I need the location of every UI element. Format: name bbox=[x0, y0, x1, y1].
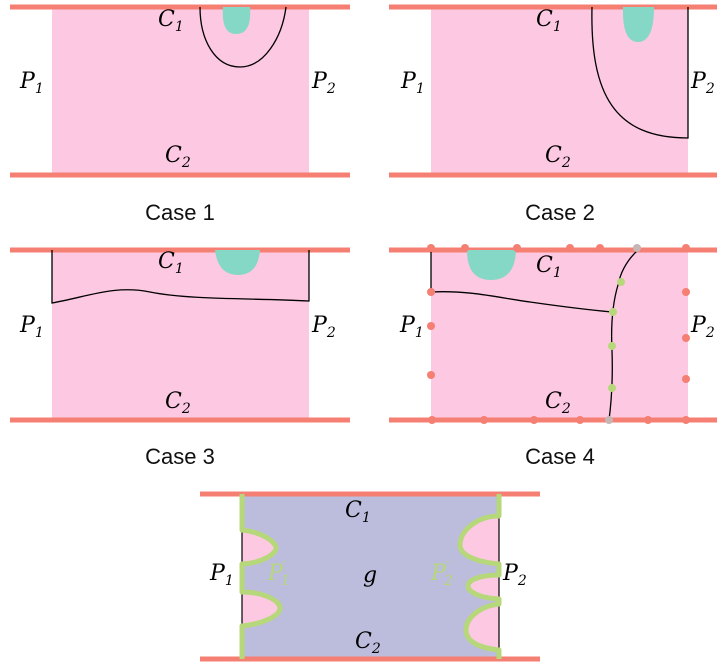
case-1-label-c2: C2 bbox=[165, 143, 191, 171]
case-4-vertex-markers bbox=[427, 244, 690, 424]
case-3-caption: Case 3 bbox=[145, 444, 215, 469]
case-4-label-c2: C2 bbox=[545, 389, 571, 417]
case-4-region bbox=[431, 250, 688, 420]
case-2-label-p2: P2 bbox=[690, 69, 715, 97]
vertex-marker bbox=[513, 244, 521, 252]
vertex-marker bbox=[596, 244, 604, 252]
merged-label-p2: P2 bbox=[502, 561, 527, 589]
case-3-label-c2: C2 bbox=[165, 389, 191, 417]
vertex-marker bbox=[427, 322, 435, 330]
vertex-marker bbox=[461, 244, 469, 252]
vertex-marker bbox=[428, 416, 436, 424]
merged-label-c2: C2 bbox=[355, 629, 381, 657]
case-1-region bbox=[52, 7, 309, 175]
vertex-marker bbox=[682, 375, 690, 383]
case-3-label-p1: P1 bbox=[19, 313, 44, 341]
case-4-label-p2: P2 bbox=[690, 313, 715, 341]
case-1-label-c1: C1 bbox=[158, 7, 184, 35]
vertex-marker bbox=[608, 384, 616, 392]
case-1-arc bbox=[199, 6, 287, 68]
case-2-panel: C1 P1 P2 C2 Case 2 bbox=[389, 4, 717, 225]
merged-label-g: g bbox=[363, 563, 377, 588]
case-3-disk bbox=[215, 250, 260, 275]
case-3-cut-curve bbox=[51, 250, 310, 304]
merged-panel: C1 P1 P′ 1 g P′ 2 P2 C2 bbox=[200, 491, 540, 662]
vertex-marker bbox=[427, 244, 435, 252]
case-2-disk bbox=[622, 7, 654, 42]
merged-label-p1-prime: P′ 1 bbox=[267, 559, 290, 589]
vertex-marker bbox=[682, 334, 690, 342]
case-4-panel: C1 P1 P2 C2 Case 4 bbox=[389, 244, 717, 469]
vertex-marker bbox=[576, 416, 584, 424]
green-boundary-right bbox=[457, 494, 502, 659]
case-4-horizontal-cut bbox=[430, 291, 613, 313]
case-1-label-p2: P2 bbox=[311, 69, 336, 97]
vertex-marker bbox=[427, 288, 435, 296]
case-2-label-c1: C1 bbox=[536, 7, 562, 35]
merged-label-c1: C1 bbox=[345, 498, 371, 526]
case-4-label-c1: C1 bbox=[536, 253, 562, 281]
case-4-label-p1: P1 bbox=[399, 313, 424, 341]
case-1-label-p1: P1 bbox=[19, 69, 44, 97]
vertex-marker bbox=[682, 416, 690, 424]
case-1-disk bbox=[222, 7, 251, 34]
vertex-marker bbox=[633, 244, 641, 252]
vertex-marker bbox=[530, 416, 538, 424]
case-1-panel: C1 P1 P2 C2 Case 1 bbox=[10, 4, 350, 225]
green-boundary-left bbox=[239, 494, 283, 659]
vertex-marker bbox=[608, 342, 616, 350]
case-4-caption: Case 4 bbox=[525, 444, 595, 469]
vertex-marker bbox=[617, 278, 625, 286]
case-2-label-c2: C2 bbox=[545, 143, 571, 171]
merged-label-p2-prime: P′ 2 bbox=[430, 559, 453, 589]
vertex-marker bbox=[427, 371, 435, 379]
merged-region bbox=[242, 494, 499, 659]
vertex-marker bbox=[644, 416, 652, 424]
vertex-marker bbox=[682, 244, 690, 252]
vertex-marker bbox=[605, 416, 613, 424]
case-2-label-p1: P1 bbox=[400, 69, 425, 97]
case-3-label-c1: C1 bbox=[158, 249, 184, 277]
vertex-marker bbox=[682, 288, 690, 296]
case-1-caption: Case 1 bbox=[145, 200, 215, 225]
case-3-region bbox=[52, 250, 309, 420]
vertex-marker bbox=[609, 308, 617, 316]
vertex-marker bbox=[566, 244, 574, 252]
case-3-label-p2: P2 bbox=[311, 313, 336, 341]
case-2-arc bbox=[591, 6, 689, 139]
case-4-disk bbox=[467, 250, 516, 280]
vertex-marker bbox=[480, 416, 488, 424]
case-2-caption: Case 2 bbox=[525, 200, 595, 225]
merged-label-p1: P1 bbox=[209, 561, 234, 589]
case-3-panel: C1 P1 P2 C2 Case 3 bbox=[10, 247, 350, 469]
